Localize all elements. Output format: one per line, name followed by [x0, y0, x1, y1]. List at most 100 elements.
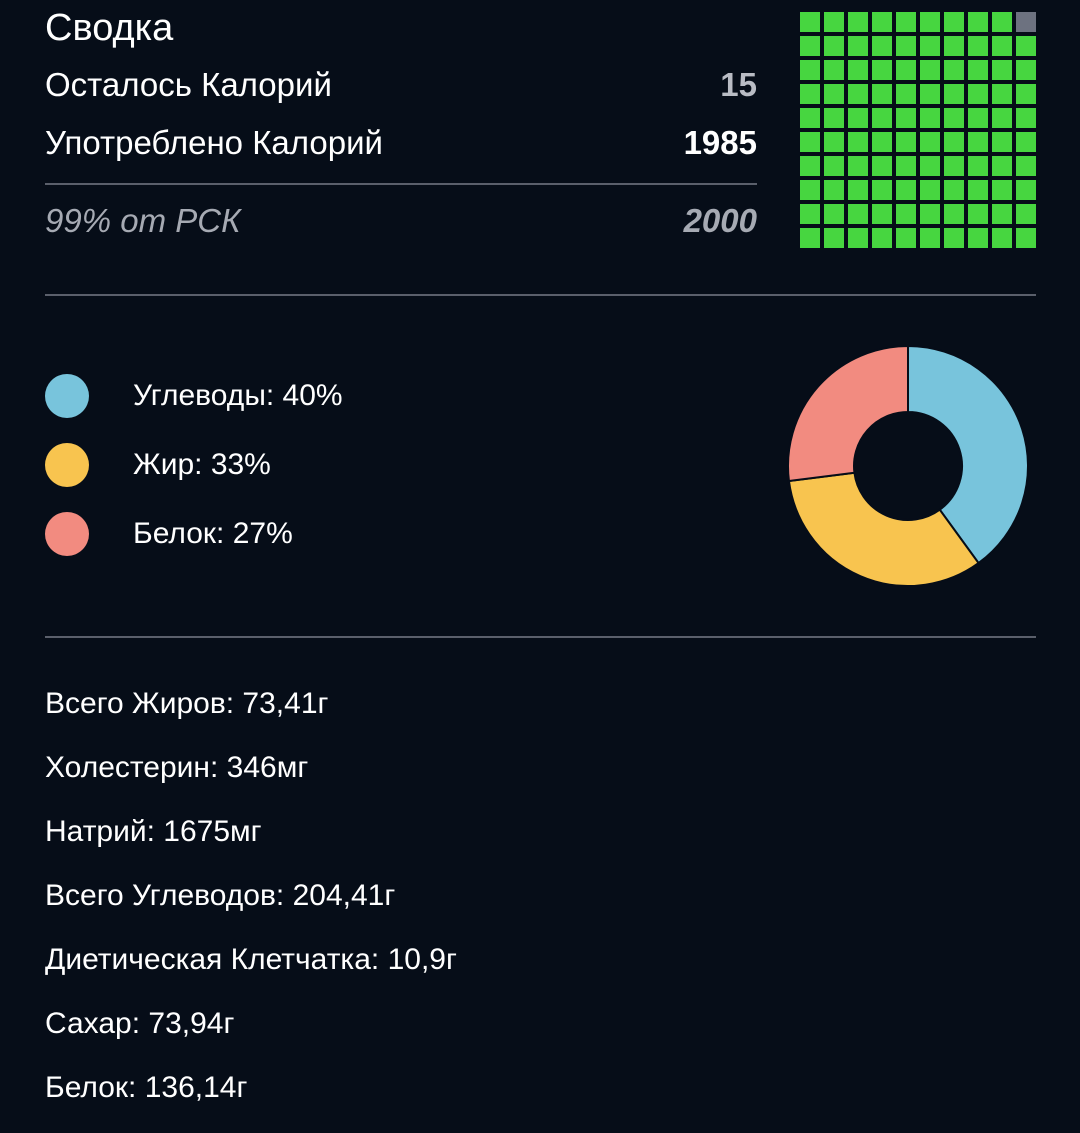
grid-cell-filled [824, 84, 844, 104]
grid-cell-filled [800, 60, 820, 80]
grid-cell-filled [824, 204, 844, 224]
grid-cell-filled [992, 12, 1012, 32]
grid-cell-filled [872, 156, 892, 176]
grid-cell-filled [824, 180, 844, 200]
grid-cell-filled [992, 132, 1012, 152]
grid-cell-filled [1016, 228, 1036, 248]
grid-cell-filled [944, 228, 964, 248]
grid-cell-empty [1016, 12, 1036, 32]
grid-cell-filled [944, 36, 964, 56]
grid-cell-filled [848, 60, 868, 80]
grid-cell-filled [920, 204, 940, 224]
grid-cell-filled [800, 36, 820, 56]
grid-cell-filled [1016, 204, 1036, 224]
donut-slice-fat [787, 471, 980, 587]
grid-cell-filled [968, 180, 988, 200]
grid-cell-filled [1016, 60, 1036, 80]
grid-cell-filled [992, 36, 1012, 56]
nutrient-total-carbs: Всего Углеводов: 204,41г [45, 879, 396, 912]
calories-remaining-row: Осталось Калорий 15 [45, 63, 757, 107]
grid-cell-filled [872, 60, 892, 80]
nutrient-sodium: Натрий: 1675мг [45, 815, 262, 848]
grid-cell-filled [848, 204, 868, 224]
nutrient-dietary-fiber: Диетическая Клетчатка: 10,9г [45, 943, 457, 976]
grid-cell-filled [848, 84, 868, 104]
grid-cell-filled [824, 228, 844, 248]
carbs-color-dot [45, 374, 89, 418]
grid-cell-filled [968, 204, 988, 224]
grid-cell-filled [872, 132, 892, 152]
grid-cell-filled [920, 36, 940, 56]
grid-cell-filled [896, 156, 916, 176]
grid-cell-filled [944, 180, 964, 200]
legend-label-carbs: Углеводы: 40% [133, 379, 343, 412]
calorie-progress-grid [800, 12, 1036, 248]
macro-donut-chart [787, 344, 1029, 587]
grid-cell-filled [824, 36, 844, 56]
grid-cell-filled [968, 36, 988, 56]
grid-cell-filled [824, 12, 844, 32]
grid-cell-filled [968, 108, 988, 128]
grid-cell-filled [872, 36, 892, 56]
grid-cell-filled [992, 156, 1012, 176]
grid-cell-filled [968, 228, 988, 248]
calories-consumed-label: Употреблено Калорий [45, 124, 383, 161]
grid-cell-filled [968, 84, 988, 104]
grid-cell-filled [920, 132, 940, 152]
grid-cell-filled [1016, 180, 1036, 200]
grid-cell-filled [968, 60, 988, 80]
grid-cell-filled [920, 60, 940, 80]
grid-cell-filled [944, 132, 964, 152]
grid-cell-filled [1016, 36, 1036, 56]
grid-cell-filled [824, 60, 844, 80]
calories-consumed-row: Употреблено Калорий 1985 [45, 121, 757, 165]
legend-label-fat: Жир: 33% [133, 448, 271, 481]
grid-cell-filled [944, 108, 964, 128]
grid-cell-filled [896, 36, 916, 56]
grid-cell-filled [896, 132, 916, 152]
grid-cell-filled [968, 132, 988, 152]
grid-cell-filled [920, 228, 940, 248]
grid-cell-filled [872, 12, 892, 32]
grid-cell-filled [896, 84, 916, 104]
grid-cell-filled [920, 12, 940, 32]
grid-cell-filled [848, 228, 868, 248]
nutrient-protein: Белок: 136,14г [45, 1071, 248, 1104]
grid-cell-filled [920, 108, 940, 128]
rdi-target-value: 2000 [683, 202, 757, 239]
calories-remaining-value: 15 [720, 66, 757, 103]
summary-title: Сводка [45, 7, 174, 49]
grid-cell-filled [800, 228, 820, 248]
grid-cell-filled [848, 132, 868, 152]
grid-cell-filled [872, 108, 892, 128]
grid-cell-filled [896, 60, 916, 80]
grid-cell-filled [896, 228, 916, 248]
grid-cell-filled [848, 36, 868, 56]
grid-cell-filled [824, 132, 844, 152]
grid-cell-filled [872, 180, 892, 200]
grid-cell-filled [896, 12, 916, 32]
legend-label-protein: Белок: 27% [133, 517, 293, 550]
section-divider [45, 294, 1036, 296]
donut-slice-protein [787, 344, 909, 483]
grid-cell-filled [800, 108, 820, 128]
grid-cell-filled [872, 228, 892, 248]
grid-cell-filled [968, 156, 988, 176]
grid-cell-filled [800, 204, 820, 224]
grid-cell-filled [800, 132, 820, 152]
grid-cell-filled [1016, 84, 1036, 104]
grid-cell-filled [800, 156, 820, 176]
grid-cell-filled [896, 204, 916, 224]
donut-slice-carbs [907, 344, 1029, 565]
grid-cell-filled [1016, 132, 1036, 152]
grid-cell-filled [800, 84, 820, 104]
fat-color-dot [45, 443, 89, 487]
grid-cell-filled [992, 180, 1012, 200]
grid-cell-filled [944, 84, 964, 104]
grid-cell-filled [800, 180, 820, 200]
grid-cell-filled [992, 60, 1012, 80]
grid-cell-filled [896, 180, 916, 200]
nutrient-sugar: Сахар: 73,94г [45, 1007, 235, 1040]
grid-cell-filled [992, 204, 1012, 224]
grid-cell-filled [944, 12, 964, 32]
